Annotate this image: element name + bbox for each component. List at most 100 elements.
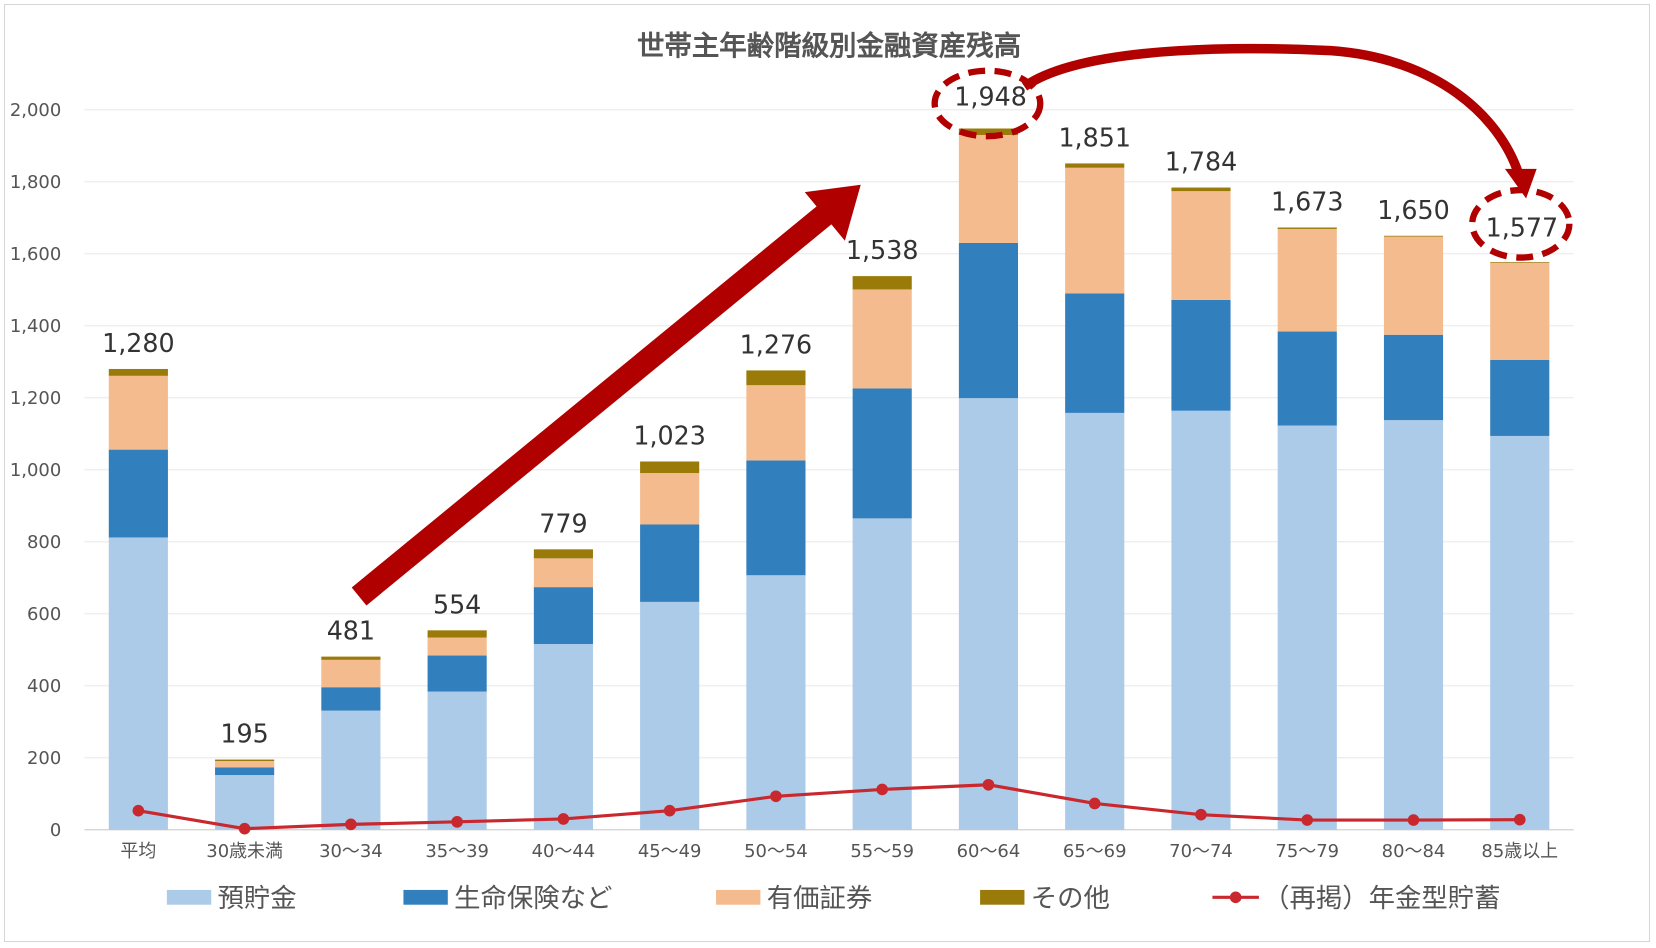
bar-segment-2 [640, 524, 700, 602]
total-data-label: 1,276 [740, 330, 813, 360]
legend-label: その他 [1031, 884, 1110, 914]
total-data-label: 1,577 [1486, 213, 1559, 243]
bar-segment-2 [108, 449, 168, 538]
legend-swatch [980, 889, 1025, 905]
bar-segment-4 [640, 461, 700, 474]
bar-segment-1 [1490, 435, 1550, 830]
bar-segment-4 [746, 370, 806, 386]
pension-savings-point [238, 822, 251, 835]
bar-segment-2 [533, 587, 593, 645]
bar-segment-2 [321, 687, 381, 711]
pension-savings-point [451, 816, 463, 828]
y-tick-label: 600 [27, 604, 61, 625]
x-tick-label: 平均 [120, 841, 156, 862]
trend-arrow-head [804, 184, 861, 241]
bar-segment-4 [1171, 187, 1231, 192]
x-tick-label: 70～74 [1169, 841, 1233, 862]
total-data-label: 1,784 [1165, 147, 1238, 177]
pension-savings-point [982, 778, 995, 791]
bar-segment-4 [533, 549, 593, 559]
pension-savings-point [1088, 797, 1101, 810]
y-tick-label: 1,600 [10, 244, 61, 265]
trend-arrow-shaft [351, 197, 842, 606]
y-tick-label: 1,000 [10, 460, 61, 481]
bar-segment-1 [427, 691, 487, 830]
bar-segment-2 [1065, 293, 1125, 413]
total-data-label: 1,280 [102, 328, 175, 358]
bar-segment-2 [427, 655, 487, 692]
bar-segment-2 [1383, 334, 1444, 421]
bar-segment-3 [1065, 167, 1125, 294]
bar-segment-4 [427, 630, 487, 638]
bar-segment-4 [1277, 227, 1337, 229]
y-tick-label: 400 [27, 676, 61, 697]
y-tick-label: 200 [27, 748, 61, 769]
bar-segment-1 [108, 537, 168, 830]
bar-segment-1 [1171, 410, 1231, 830]
x-tick-label: 45～49 [638, 841, 702, 862]
bar-segment-3 [1277, 228, 1337, 332]
total-data-label: 1,851 [1058, 123, 1131, 153]
x-tick-label: 30～34 [319, 841, 383, 862]
bar-segment-3 [427, 637, 487, 656]
bar-segment-1 [958, 398, 1019, 830]
y-tick-label: 1,200 [10, 388, 61, 409]
legend-swatch [166, 889, 212, 905]
highlight-circle-peak [931, 67, 1044, 140]
bar-segment-4 [958, 128, 1019, 135]
bar-segment-3 [640, 473, 700, 525]
bar-segment-4 [108, 368, 168, 376]
x-tick-label: 50～54 [744, 841, 808, 862]
total-data-label: 1,023 [633, 421, 706, 451]
bar-segment-4 [321, 656, 381, 660]
legend-label: 預貯金 [218, 884, 297, 914]
bar-segment-1 [1383, 420, 1444, 830]
total-data-label: 554 [433, 589, 481, 619]
total-data-label: 1,538 [846, 235, 919, 265]
bar-segment-3 [321, 659, 381, 688]
bar-segment-3 [108, 375, 168, 450]
bar-segment-3 [1171, 191, 1231, 300]
y-tick-label: 2,000 [10, 100, 61, 121]
x-tick-label: 40～44 [532, 841, 596, 862]
bar-segment-2 [215, 767, 275, 776]
legend-label: （再掲）年金型貯蓄 [1263, 884, 1500, 914]
pension-savings-point [770, 790, 782, 803]
y-tick-label: 1,800 [10, 172, 61, 193]
x-tick-label: 85歳以上 [1481, 841, 1558, 862]
bar-segment-2 [1171, 299, 1231, 411]
bar-segment-3 [1383, 236, 1444, 335]
x-tick-label: 35～39 [425, 841, 489, 862]
pension-savings-point [663, 804, 676, 817]
legend-swatch [716, 889, 761, 905]
chart-frame [4, 4, 1650, 942]
bar-segment-4 [1490, 262, 1550, 263]
y-tick-label: 1,400 [10, 316, 61, 337]
pension-savings-point [876, 783, 888, 796]
pension-savings-line [138, 783, 1520, 831]
x-tick-label: 65～69 [1063, 841, 1127, 862]
total-data-label: 1,948 [954, 81, 1027, 111]
pension-savings-point [1301, 814, 1314, 826]
bar-segment-1 [215, 775, 275, 830]
pension-savings-point [1513, 813, 1526, 826]
y-tick-label: 0 [50, 820, 61, 841]
legend-label: 有価証券 [767, 884, 873, 914]
pension-savings-point [1195, 808, 1207, 821]
chart-title: 世帯主年齢階級別金融資産残高 [637, 30, 1021, 62]
pension-savings-point [345, 818, 357, 831]
y-tick-label: 800 [27, 532, 61, 553]
x-tick-label: 60～64 [957, 841, 1021, 862]
total-data-label: 481 [327, 616, 375, 646]
pension-savings-point [557, 813, 570, 825]
legend-label: 生命保険など [454, 884, 612, 914]
total-data-label: 1,650 [1377, 195, 1450, 225]
x-tick-label: 75～79 [1275, 841, 1339, 862]
x-tick-label: 80～84 [1382, 841, 1446, 862]
bar-segment-1 [640, 601, 700, 830]
bar-segment-1 [852, 518, 912, 830]
bar-segment-4 [1065, 163, 1125, 168]
bar-segment-3 [746, 385, 806, 461]
legend-line-marker [1229, 891, 1242, 904]
x-tick-label: 30歳未満 [206, 841, 283, 862]
